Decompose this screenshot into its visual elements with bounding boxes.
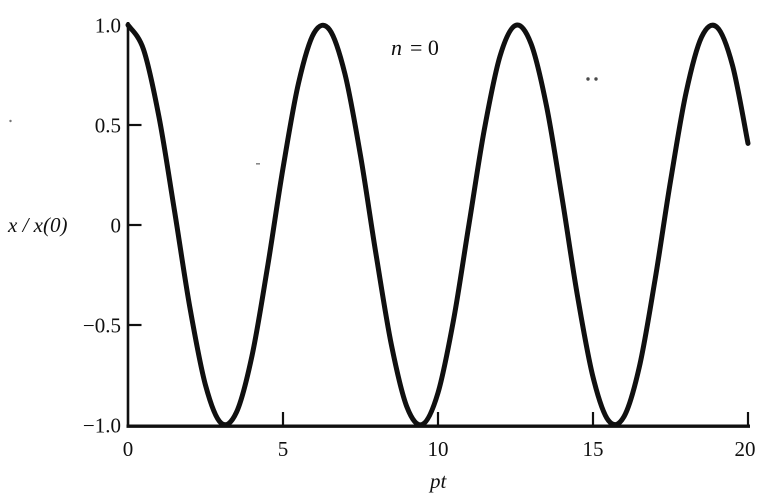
- annotation-n-equals-0: n = 0: [391, 35, 439, 60]
- y-axis-title: x / x(0): [7, 213, 67, 237]
- x-tick-label: 0: [123, 437, 134, 461]
- scan-speck: [9, 119, 12, 123]
- scan-speck: [256, 163, 260, 165]
- x-tick-label: 10: [428, 437, 449, 461]
- annotation-value: = 0: [410, 35, 439, 60]
- x-axis-title: pt: [428, 469, 448, 493]
- cosine-curve: [125, 22, 751, 428]
- y-tick-label: −1.0: [83, 414, 121, 438]
- annotation-variable: n: [391, 35, 402, 60]
- y-tick-label: 0: [111, 214, 122, 238]
- x-tick-label: 20: [735, 437, 756, 461]
- x-tick-label: 15: [583, 437, 604, 461]
- x-tick-label: 5: [278, 437, 289, 461]
- y-tick-label: 1.0: [95, 14, 121, 38]
- scan-speck: [594, 77, 598, 81]
- y-tick-label: 0.5: [95, 114, 121, 138]
- y-tick-label: −0.5: [83, 314, 121, 338]
- scan-speck: [586, 77, 590, 81]
